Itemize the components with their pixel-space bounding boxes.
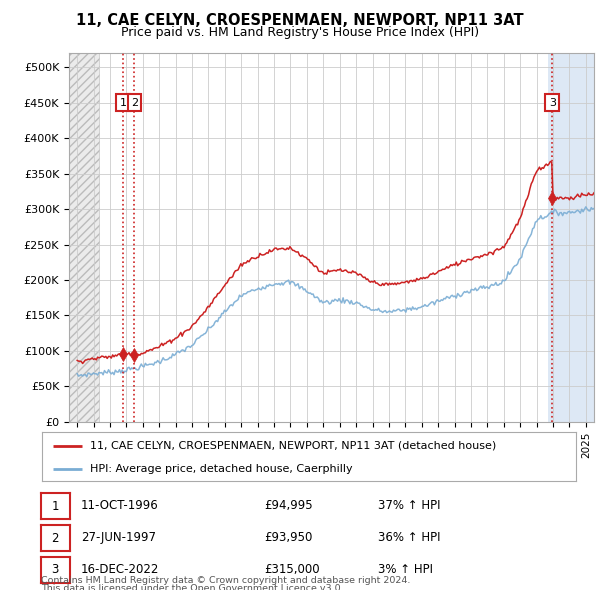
Text: 1: 1 xyxy=(52,500,59,513)
Text: Price paid vs. HM Land Registry's House Price Index (HPI): Price paid vs. HM Land Registry's House … xyxy=(121,26,479,39)
Text: HPI: Average price, detached house, Caerphilly: HPI: Average price, detached house, Caer… xyxy=(90,464,353,474)
Text: 1: 1 xyxy=(119,98,127,108)
Text: 2: 2 xyxy=(131,98,138,108)
Text: £93,950: £93,950 xyxy=(264,531,313,544)
Text: 3: 3 xyxy=(52,563,59,576)
Bar xyxy=(69,53,98,422)
Text: 11-OCT-1996: 11-OCT-1996 xyxy=(81,499,159,512)
Text: £94,995: £94,995 xyxy=(264,499,313,512)
Text: £315,000: £315,000 xyxy=(264,563,320,576)
Text: 3% ↑ HPI: 3% ↑ HPI xyxy=(378,563,433,576)
Text: 27-JUN-1997: 27-JUN-1997 xyxy=(81,531,156,544)
Bar xyxy=(548,53,594,422)
Text: 3: 3 xyxy=(549,98,556,108)
Text: 2: 2 xyxy=(52,532,59,545)
Text: 16-DEC-2022: 16-DEC-2022 xyxy=(81,563,160,576)
Text: 37% ↑ HPI: 37% ↑ HPI xyxy=(378,499,440,512)
Text: This data is licensed under the Open Government Licence v3.0.: This data is licensed under the Open Gov… xyxy=(41,584,343,590)
Text: 11, CAE CELYN, CROESPENMAEN, NEWPORT, NP11 3AT (detached house): 11, CAE CELYN, CROESPENMAEN, NEWPORT, NP… xyxy=(90,441,496,451)
Text: Contains HM Land Registry data © Crown copyright and database right 2024.: Contains HM Land Registry data © Crown c… xyxy=(41,576,410,585)
Text: 11, CAE CELYN, CROESPENMAEN, NEWPORT, NP11 3AT: 11, CAE CELYN, CROESPENMAEN, NEWPORT, NP… xyxy=(76,13,524,28)
Text: 36% ↑ HPI: 36% ↑ HPI xyxy=(378,531,440,544)
